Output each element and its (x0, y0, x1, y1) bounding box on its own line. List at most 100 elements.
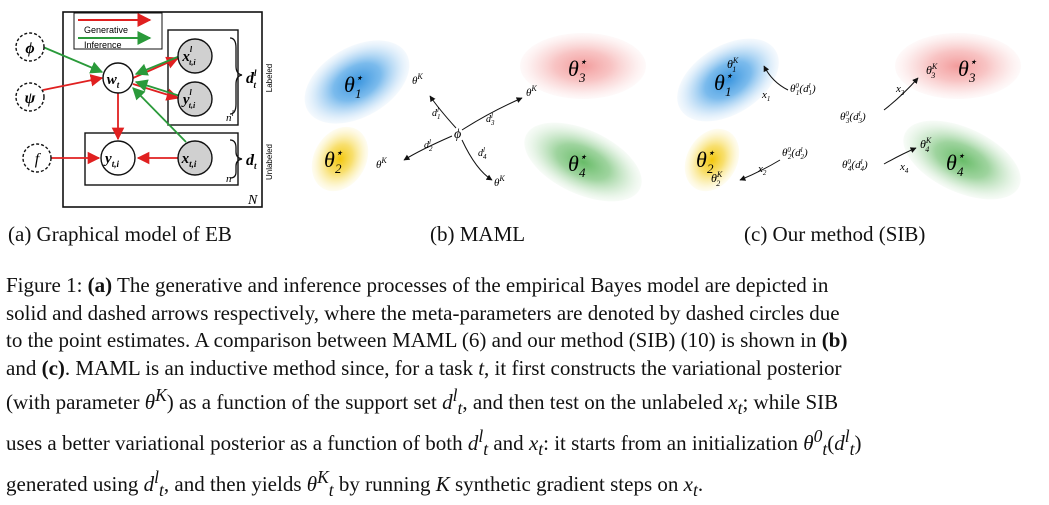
node-x-label: xt,i (181, 151, 197, 169)
maml-thetaK-4: θK (494, 174, 505, 189)
brace-labeled-label: dl t (246, 68, 257, 90)
plate-n-label: n (226, 173, 232, 185)
node-phi-label: ϕ (25, 40, 34, 57)
figure-panels: N Generative Inference nl n ϕ ψ f (15, 11, 1021, 208)
math-l: l (478, 426, 484, 447)
sib-arrow-1 (763, 65, 789, 91)
plate-unlabeled (84, 132, 239, 186)
figure-caption: Figure 1: (a) The generative and inferen… (6, 272, 1042, 505)
math-l: l (154, 466, 159, 487)
maml-arrow-2 (403, 135, 453, 161)
panel-b-maml: θ⋆ 1 θ⋆ 2 θ⋆ 3 θ⋆ 4 ϕ θK θK θK θK dl 1 dl 3 dl… (304, 33, 646, 202)
sib-x1: x1 (761, 89, 770, 103)
node-f (22, 143, 52, 173)
sib-theta4-label: θ⋆ 4 (946, 148, 965, 179)
math-x: x (528, 431, 539, 456)
sib-x2: x2 (757, 163, 767, 177)
panel-a-graphical-model: N Generative Inference nl n ϕ ψ f (15, 11, 274, 208)
panel-c-caption: (c) Our method (SIB) (744, 222, 926, 246)
node-x (177, 140, 213, 176)
side-label-labeled: Labeled (265, 64, 274, 92)
caption-bold-b: (b) (821, 328, 848, 353)
math-t: t (849, 439, 855, 460)
math-t: t (457, 398, 463, 419)
sib-theta1K: θK 1 (727, 56, 739, 74)
sib-arrow-4 (883, 147, 917, 165)
math-l: l (452, 385, 458, 406)
edge-x-w (132, 87, 187, 143)
sib-task1-distribution (677, 38, 779, 122)
math-x: x (728, 390, 738, 415)
sib-init-1: θ0 1(dl 1) (790, 82, 816, 97)
maml-thetaK-3: θK (526, 84, 537, 99)
node-xl (177, 38, 213, 74)
task4-distribution (524, 122, 642, 202)
math-t: t (692, 480, 698, 501)
math-l: l (844, 426, 850, 447)
node-yl (177, 81, 213, 117)
plate-N-label: N (247, 193, 258, 208)
maml-arrow-4 (461, 139, 493, 181)
node-y (100, 140, 136, 176)
theta4-label: θ⋆ 4 (568, 149, 587, 180)
node-psi-label: ψ (25, 90, 36, 107)
math-zero: 0 (813, 426, 823, 447)
node-xl-label: xl t,i (181, 45, 196, 67)
sib-theta2-label: θ⋆ 2 (696, 145, 715, 176)
sib-init-4: θ0 4(dl 4) (842, 158, 868, 173)
maml-d4: dl 4 (478, 146, 487, 161)
legend-inference-label: Inference (84, 40, 122, 50)
math-d: d (442, 390, 453, 415)
caption-line-4: and (c). MAML is an inductive method sin… (6, 355, 842, 380)
sib-task2-distribution (684, 128, 740, 192)
sib-theta1-label: θ⋆ 1 (714, 68, 733, 99)
math-t: t (159, 480, 164, 501)
maml-d1: dl 1 (432, 106, 440, 121)
caption-line-2: solid and dashed arrows respectively, wh… (6, 300, 840, 325)
plate-nl-label: nl (226, 109, 235, 124)
node-w-label: wt (107, 72, 120, 90)
math-theta: θ (144, 390, 156, 415)
sib-x3: x3 (895, 83, 905, 97)
math-d: d (467, 431, 479, 456)
caption-line-7: generated using dlt, and then yields θKt… (6, 466, 704, 501)
sib-theta3-label: θ⋆ 3 (958, 54, 977, 85)
caption-prefix: Figure 1: (6, 273, 88, 297)
maml-arrow-1 (429, 95, 457, 129)
math-t: t (538, 439, 544, 460)
maml-arrow-3 (461, 97, 523, 131)
node-f-label: f (35, 151, 42, 168)
edge-w-xl (132, 56, 180, 79)
sib-arrow-2 (739, 159, 781, 181)
caption-line-3: to the point estimates. A comparison bet… (6, 328, 848, 353)
maml-d3: dl 3 (486, 112, 495, 127)
math-K: K (155, 385, 167, 406)
edge-xl-w (134, 55, 181, 76)
sib-theta4K: θK 4 (920, 136, 932, 154)
sib-theta2K: θK 2 (711, 170, 723, 188)
task1-distribution (304, 40, 410, 124)
maml-phi-label: ϕ (454, 127, 461, 142)
node-y-label: yt,i (103, 151, 119, 169)
task2-distribution (311, 126, 369, 192)
node-w (102, 62, 134, 94)
caption-line-5: (with parameter θK) as a function of the… (6, 385, 839, 419)
math-theta: θ (803, 431, 814, 456)
edge-psi-w (42, 74, 104, 91)
maml-thetaK-1: θK (412, 72, 423, 87)
edge-yl-w (134, 79, 181, 97)
math-K: K (317, 466, 329, 487)
math-t: t (737, 398, 743, 419)
caption-bold-a: (a) (87, 273, 113, 297)
side-label-unlabeled: Unlabeled (265, 144, 274, 180)
math-t: t (483, 439, 489, 460)
brace-unlabeled-label: dt (246, 152, 257, 171)
maml-thetaK-2: θK (376, 156, 387, 171)
panel-b-caption: (b) MAML (430, 222, 526, 246)
node-psi (15, 82, 45, 112)
math-t: t (328, 480, 334, 501)
panel-a-caption: (a) Graphical model of EB (8, 222, 232, 246)
math-t: t (822, 439, 828, 460)
sib-arrow-3 (883, 77, 919, 111)
brace-unlabeled (229, 139, 243, 179)
